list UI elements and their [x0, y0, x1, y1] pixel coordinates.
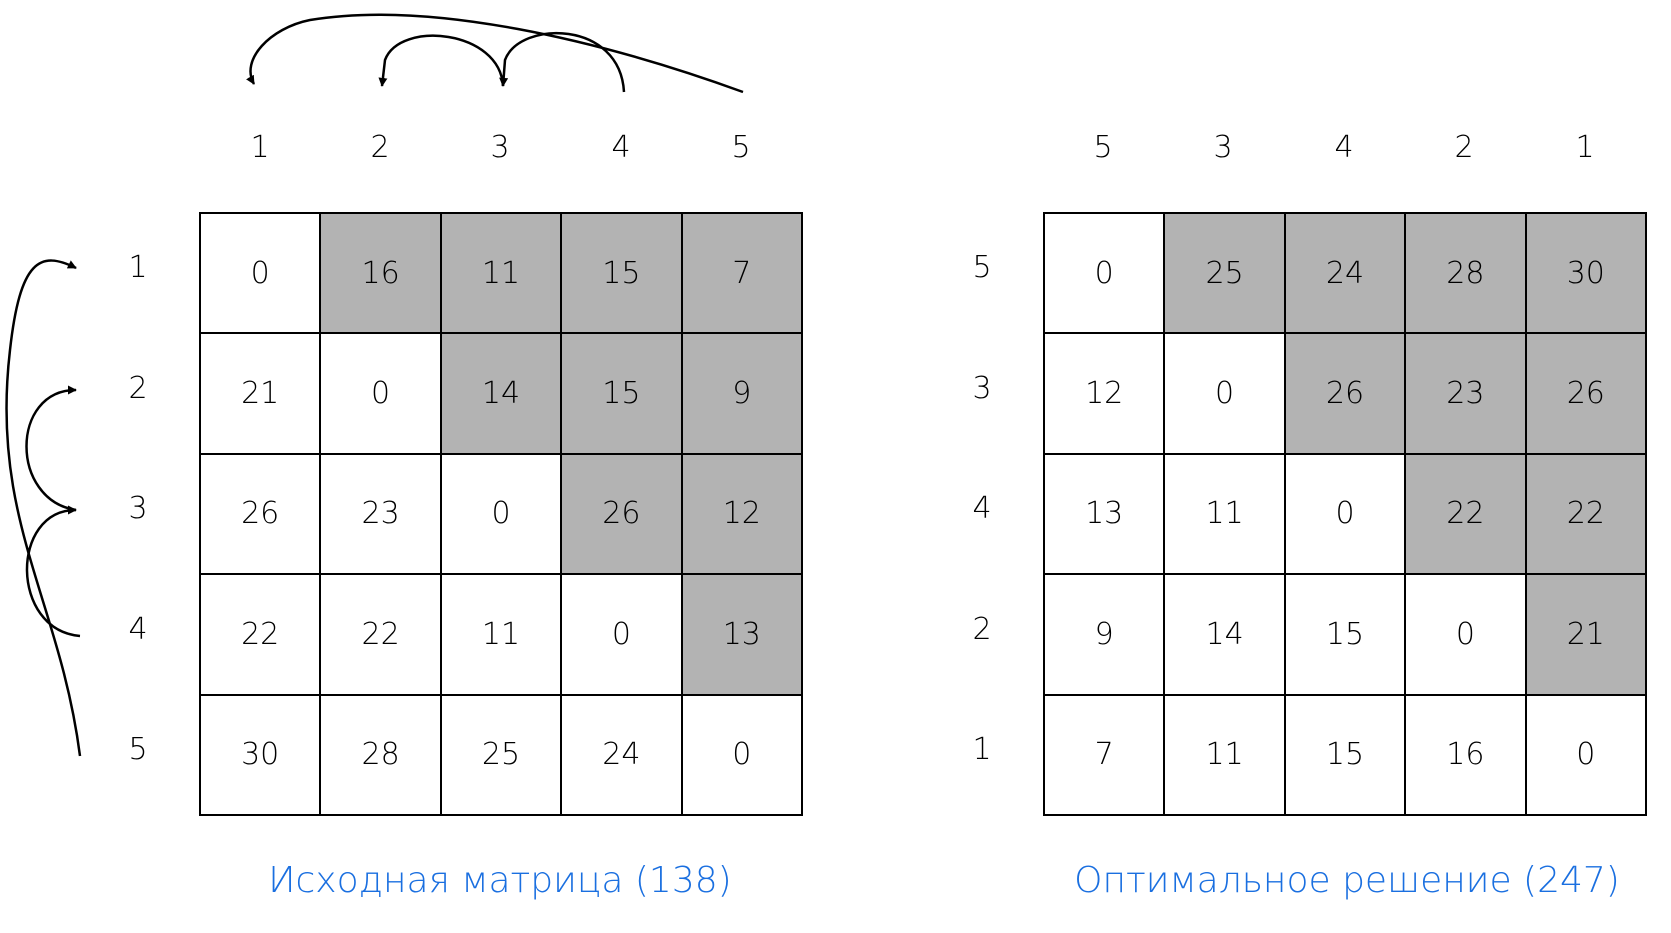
optimal-matrix-panel: 5 3 4 2 1 5 3 4 2 1 0 25 24 28 30 12 0 2…: [841, 0, 1671, 933]
matrix-cell: 15: [1285, 695, 1405, 814]
row-arrow-3-to-2: [25, 385, 77, 512]
matrix-cell: 11: [1165, 454, 1284, 574]
matrix-cell: 16: [321, 214, 440, 333]
column-label: 4: [1334, 129, 1354, 165]
matrix-cell: 23: [1406, 334, 1525, 453]
matrix-cell: 24: [1285, 214, 1405, 333]
matrix-cell: 23: [321, 454, 440, 574]
column-arrow-5-to-1: [246, 13, 744, 94]
matrix-cell: 25: [1165, 214, 1284, 333]
matrix-cell: 9: [682, 334, 801, 453]
matrix-cell: 0: [682, 695, 801, 814]
matrix-cell: 0: [201, 214, 320, 333]
matrix-cell: 28: [1406, 214, 1525, 333]
matrix-cell: 21: [201, 334, 320, 453]
matrix-cell: 11: [441, 214, 561, 333]
matrix-cell: 0: [1526, 695, 1645, 814]
matrix-cell: 16: [1406, 695, 1525, 814]
matrix-cell: 0: [562, 575, 681, 694]
column-label: 1: [250, 129, 270, 165]
matrix-cell: 21: [1526, 575, 1645, 694]
matrix-cell: 26: [562, 454, 681, 574]
matrix-cell: 28: [321, 695, 440, 814]
matrix-cell: 15: [1285, 575, 1405, 694]
permutation-arrows: [5, 13, 744, 757]
column-label: 3: [1213, 129, 1233, 165]
matrix-cell: 22: [201, 575, 320, 694]
row-label: 2: [972, 611, 992, 647]
original-matrix-caption: Исходная матрица (138): [268, 860, 732, 901]
matrix-cell: 22: [1406, 454, 1525, 574]
column-label: 2: [370, 129, 390, 165]
optimal-matrix-grid: 0 25 24 28 30 12 0 26 23 26 13 11 0 22 2…: [1043, 212, 1647, 816]
matrix-cell: 12: [682, 454, 801, 574]
matrix-cell: 0: [1165, 334, 1284, 453]
matrix-cell: 7: [682, 214, 801, 333]
row-label: 3: [972, 370, 992, 406]
matrix-cell: 0: [1045, 214, 1164, 333]
matrix-cell: 13: [1045, 454, 1164, 574]
row-label: 5: [128, 731, 148, 767]
matrix-cell: 11: [441, 575, 561, 694]
matrix-cell: 14: [441, 334, 561, 453]
row-label: 4: [972, 490, 992, 526]
column-label: 2: [1454, 129, 1474, 165]
matrix-cell: 12: [1045, 334, 1164, 453]
matrix-cell: 7: [1045, 695, 1164, 814]
row-label: 5: [972, 249, 992, 285]
column-label: 5: [731, 129, 751, 165]
column-arrow-4-to-3: [499, 31, 626, 93]
matrix-cell: 0: [441, 454, 561, 574]
row-label: 1: [128, 249, 148, 285]
matrix-cell: 0: [1406, 575, 1525, 694]
matrix-cell: 11: [1165, 695, 1284, 814]
matrix-cell: 30: [201, 695, 320, 814]
matrix-cell: 14: [1165, 575, 1284, 694]
column-arrow-3-to-2: [378, 34, 505, 87]
matrix-cell: 22: [1526, 454, 1645, 574]
matrix-cell: 26: [1526, 334, 1645, 453]
column-label: 4: [611, 129, 631, 165]
row-arrow-4-to-3: [25, 505, 81, 638]
optimal-matrix-caption: Оптимальное решение (247): [1074, 860, 1620, 901]
matrix-cell: 0: [321, 334, 440, 453]
matrix-cell: 26: [1285, 334, 1405, 453]
matrix-cell: 15: [562, 334, 681, 453]
matrix-cell: 15: [562, 214, 681, 333]
original-matrix-grid: 0 16 11 15 7 21 0 14 15 9 26 23 0 26 12 …: [199, 212, 803, 816]
original-matrix-panel: 1 2 3 4 5 1 2 3 4 5 0 16 11 15 7 21 0 14…: [0, 0, 830, 933]
column-label: 1: [1575, 129, 1595, 165]
row-arrow-5-to-1: [5, 259, 82, 757]
matrix-cell: 25: [441, 695, 561, 814]
row-label: 4: [128, 611, 148, 647]
row-label: 1: [972, 731, 992, 767]
matrix-cell: 26: [201, 454, 320, 574]
column-label: 5: [1093, 129, 1113, 165]
matrix-cell: 9: [1045, 575, 1164, 694]
matrix-cell: 0: [1285, 454, 1405, 574]
row-label: 2: [128, 370, 148, 406]
matrix-cell: 22: [321, 575, 440, 694]
matrix-cell: 13: [682, 575, 801, 694]
matrix-cell: 24: [562, 695, 681, 814]
column-label: 3: [490, 129, 510, 165]
row-label: 3: [128, 490, 148, 526]
matrix-cell: 30: [1526, 214, 1645, 333]
